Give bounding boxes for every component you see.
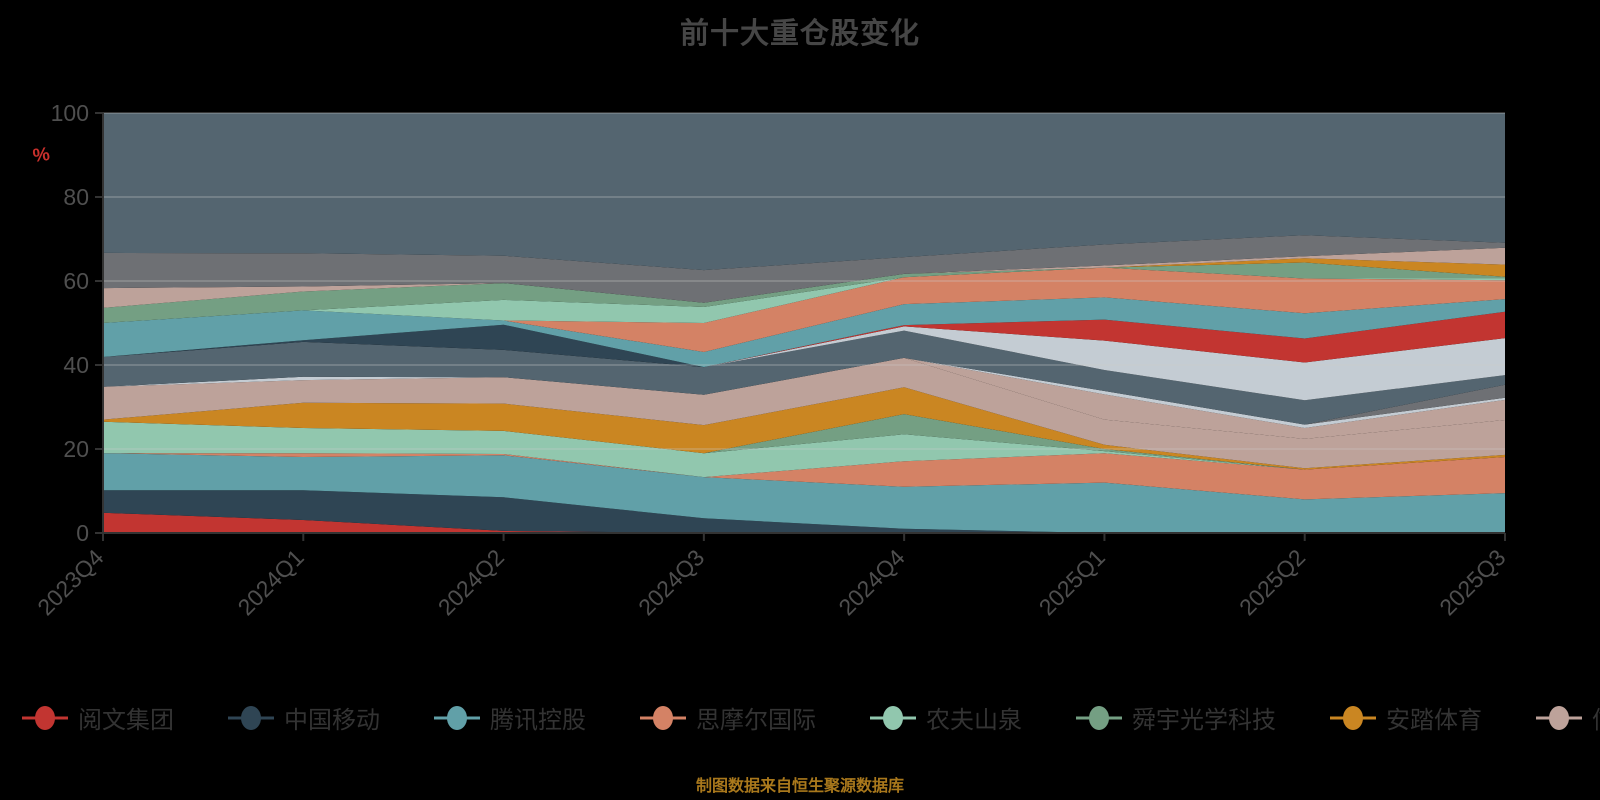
line-circle-marker-icon	[1076, 705, 1122, 730]
line-circle-marker-icon	[434, 705, 480, 730]
legend-item-tencent[interactable]: 腾讯控股	[434, 700, 586, 735]
area-series-s20[interactable]	[103, 258, 1505, 308]
x-tick-label-2024Q4: 2024Q4	[833, 544, 909, 620]
line-circle-marker-icon	[870, 705, 916, 730]
legend-item-label: 思摩尔国际	[696, 707, 816, 734]
area-series-信达生物[interactable]	[103, 357, 1505, 469]
area-series-中国移动[interactable]	[103, 490, 1505, 533]
legend-item-yuewen[interactable]: 阅文集团	[22, 700, 174, 735]
line-circle-marker-icon	[640, 705, 686, 730]
area-series-s19[interactable]	[103, 262, 1505, 324]
legend-item-label: 中国移动	[284, 707, 380, 734]
area-series-s18[interactable]	[103, 267, 1505, 323]
legend-item-label: 信达生物	[1592, 700, 1600, 735]
area-series-s13[interactable]	[103, 326, 1505, 401]
area-series-s21[interactable]	[103, 247, 1505, 308]
legend-item-label: 安踏体育	[1386, 707, 1482, 734]
y-tick-label-0: 0	[76, 520, 89, 546]
line-circle-marker-icon	[1536, 705, 1582, 730]
area-series-s14[interactable]	[103, 311, 1505, 368]
legend-item-nongfu[interactable]: 农夫山泉	[870, 700, 1022, 735]
y-tick-label-40: 40	[63, 352, 89, 378]
x-tick-label-2025Q3: 2025Q3	[1434, 544, 1510, 620]
x-tick-label-2023Q4: 2023Q4	[32, 544, 108, 620]
legend-item-label: 农夫山泉	[926, 707, 1022, 734]
y-tick-label-60: 60	[63, 268, 89, 294]
area-series-思摩尔国际[interactable]	[103, 453, 1505, 500]
x-tick-label-2024Q1: 2024Q1	[233, 544, 309, 620]
area-series-s9[interactable]	[103, 357, 1505, 439]
area-series-s12[interactable]	[103, 330, 1505, 425]
chart-title: 前十大重仓股变化	[679, 18, 920, 50]
area-series-农夫山泉[interactable]	[103, 421, 1505, 478]
y-tick-label-100: 100	[51, 100, 89, 126]
area-series-舜宇光学科技[interactable]	[103, 414, 1505, 470]
y-tick-label-80: 80	[63, 184, 89, 210]
legend-item-sunny-optical[interactable]: 舜宇光学科技	[1076, 700, 1276, 735]
area-series-s15[interactable]	[103, 311, 1505, 368]
area-series-s16[interactable]	[103, 297, 1505, 368]
area-series-s23[interactable]	[103, 113, 1505, 271]
legend-item-smoore[interactable]: 思摩尔国际	[640, 700, 816, 735]
legend: 阅文集团 中国移动 腾讯控股 思摩尔国际 农夫山泉 舜宇光学科技 安踏体育 信	[22, 700, 1600, 735]
line-circle-marker-icon	[22, 705, 68, 730]
area-series-安踏体育[interactable]	[103, 387, 1505, 470]
x-tick-label-2025Q2: 2025Q2	[1234, 544, 1310, 620]
legend-item-label: 腾讯控股	[490, 707, 586, 734]
area-series-s17[interactable]	[103, 267, 1505, 352]
area-series-腾讯控股[interactable]	[103, 453, 1505, 533]
legend-item-anta[interactable]: 安踏体育	[1330, 700, 1482, 735]
legend-item-label: 阅文集团	[78, 707, 174, 734]
stacked-area-plot[interactable]: 0 20 40 60 80 100 2023Q4 2024Q1 2024Q2 2024Q3 2024…	[0, 0, 1600, 680]
x-tick-label-2025Q1: 2025Q1	[1034, 544, 1110, 620]
area-series-阅文集团[interactable]	[103, 512, 1505, 533]
x-tick-label-2024Q2: 2024Q2	[433, 544, 509, 620]
y-tick-label-20: 20	[63, 436, 89, 462]
line-circle-marker-icon	[1330, 705, 1376, 730]
legend-item-innovent[interactable]: 信达生物	[1536, 700, 1600, 735]
area-series-s22[interactable]	[103, 235, 1505, 303]
x-tick-label-2024Q3: 2024Q3	[633, 544, 709, 620]
legend-item-label: 舜宇光学科技	[1132, 707, 1276, 734]
line-circle-marker-icon	[228, 705, 274, 730]
legend-item-chinamobile[interactable]: 中国移动	[228, 700, 380, 735]
data-source-caption: 制图数据来自恒生聚源数据库	[695, 778, 904, 795]
